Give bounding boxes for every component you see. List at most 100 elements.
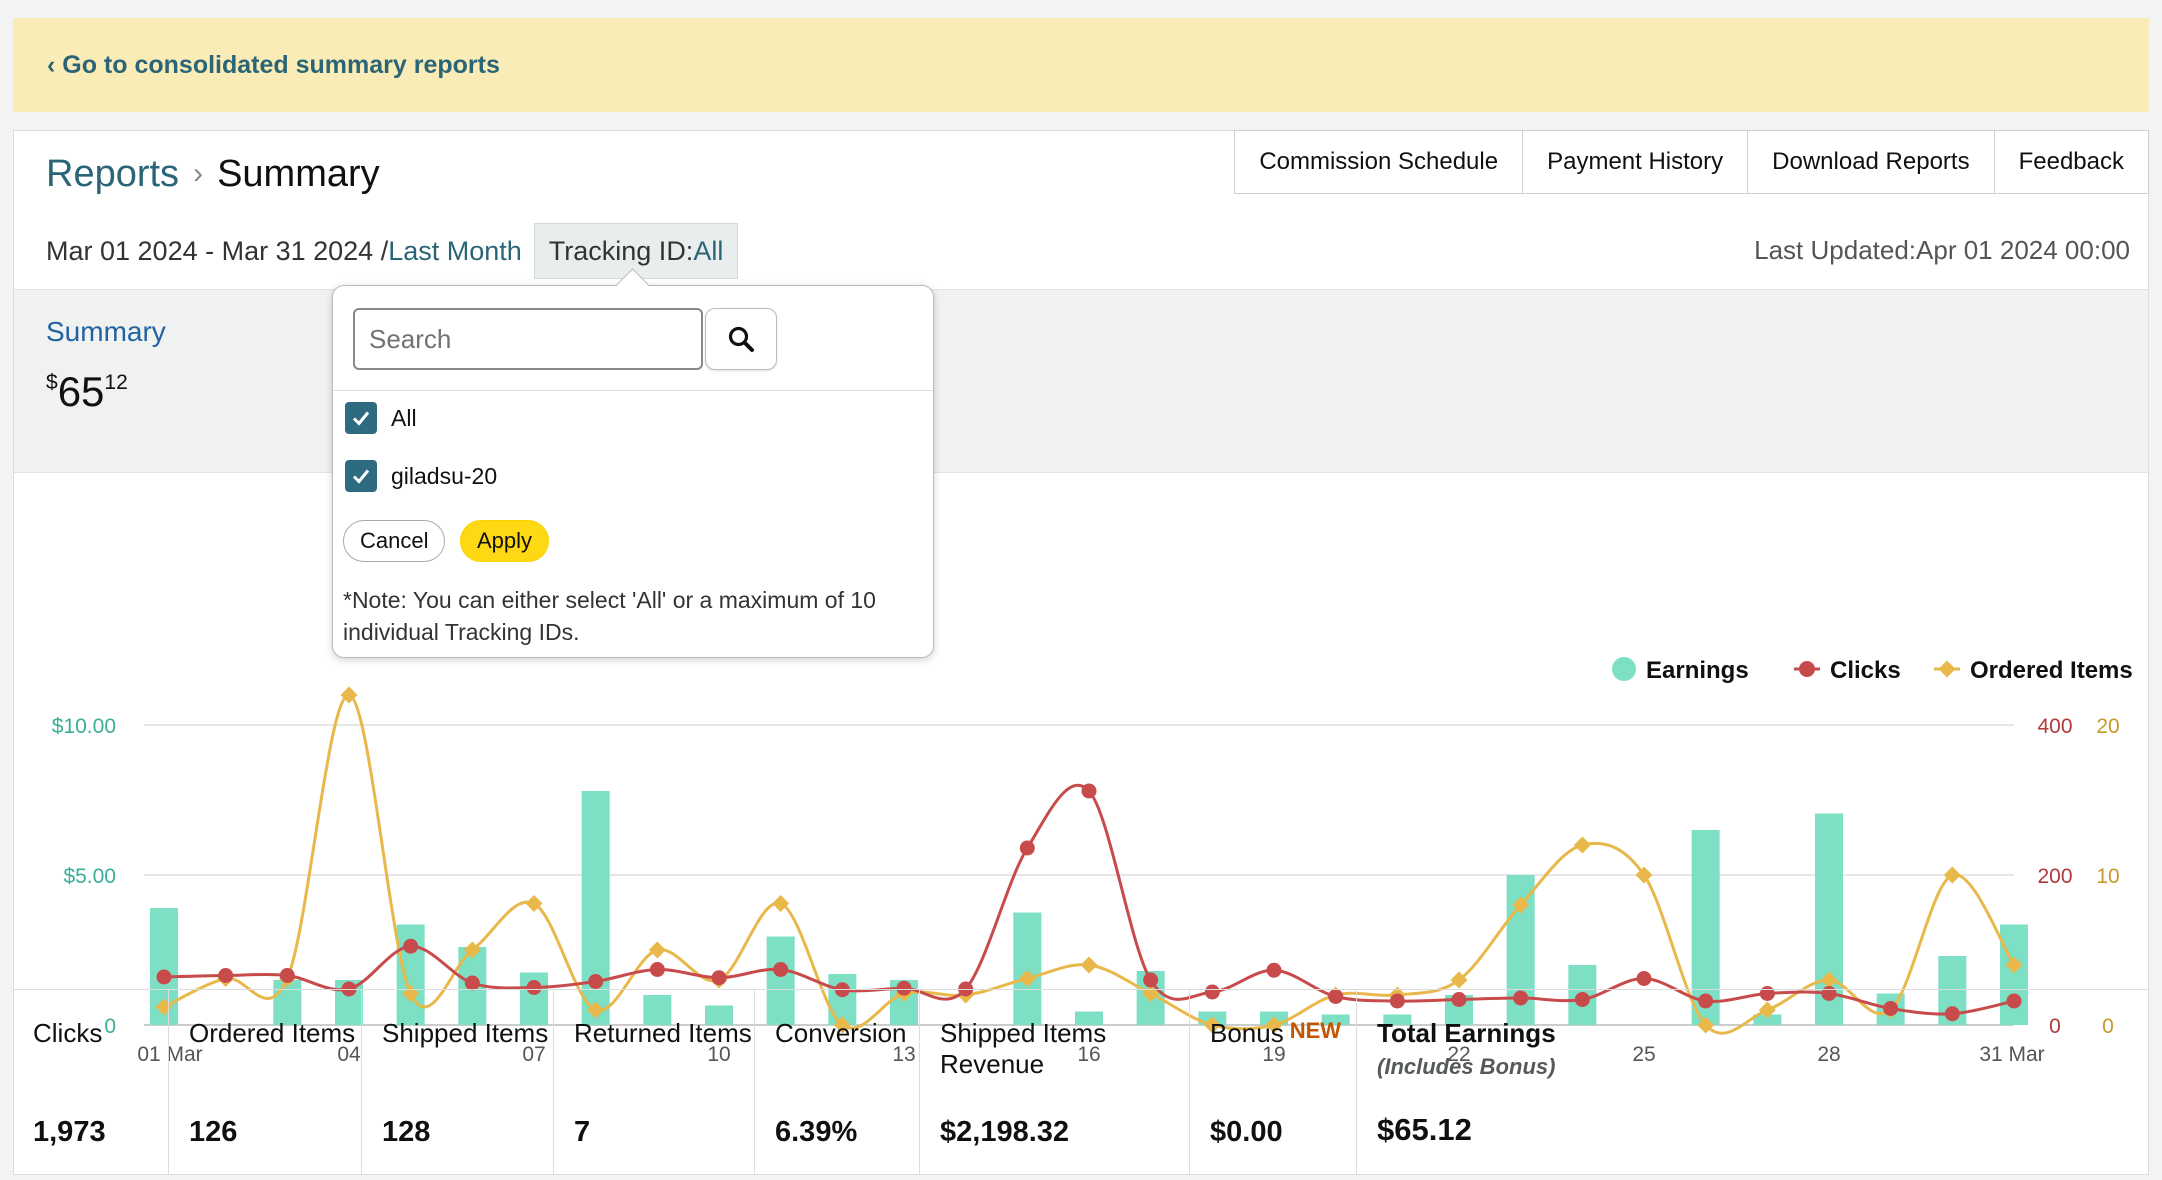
metric-value: 1,973	[33, 1116, 106, 1148]
x-tick-label: 10	[707, 1043, 730, 1066]
ordered-items-point	[772, 895, 790, 912]
earnings-bar	[1075, 1011, 1103, 1025]
ordered-items-line	[163, 693, 2016, 1035]
summary-amount: $6512	[46, 368, 128, 416]
earnings-bar	[1013, 912, 1042, 1025]
metric-conversion: Conversion 6.39%	[755, 990, 920, 1175]
apply-button[interactable]: Apply	[460, 520, 550, 562]
cancel-button[interactable]: Cancel	[343, 520, 446, 562]
clicks-point	[773, 962, 789, 977]
clicks-point	[1019, 840, 1035, 856]
summary-title: Summary	[46, 316, 166, 347]
clicks-point	[156, 969, 172, 985]
legend-earnings-marker	[1612, 657, 1636, 681]
legend-earnings-label: Earnings	[1646, 657, 1749, 684]
tracking-search-input[interactable]	[353, 308, 703, 370]
metric-label: Shipped Items	[382, 1018, 549, 1048]
clicks-point	[588, 974, 604, 989]
earnings-chart: 0 0 0 $5.00 200 10 $10.00 400 20 01 Mar 04 07 10 13 16…	[52, 657, 2133, 1066]
tab-commission-schedule[interactable]: Commission Schedule	[1234, 130, 1524, 194]
clicks-point	[1143, 972, 1159, 988]
checkbox-checked-icon[interactable]	[345, 460, 377, 492]
clicks-point	[1574, 992, 1590, 1007]
tracking-id-dropdown: All giladsu-20 Cancel Apply *Note: You c…	[332, 285, 934, 658]
metric-value: 128	[382, 1116, 431, 1148]
page-title: Summary	[217, 153, 380, 195]
clicks-point	[279, 968, 295, 983]
breadcrumb-reports-link[interactable]: Reports	[46, 153, 180, 195]
ordered-items-point	[1943, 866, 1961, 884]
ordered-items-point	[463, 941, 481, 959]
metric-total-earnings: Total Earnings (Includes Bonus) $65.12	[1357, 990, 2149, 1175]
metric-returned-items: Returned Items 7	[554, 990, 755, 1175]
tracking-option-giladsu-20[interactable]: giladsu-20	[345, 460, 497, 492]
dropdown-divider	[333, 390, 933, 391]
y-right-items-tick-label: 0	[2102, 1015, 2114, 1038]
x-tick-label: 22	[1447, 1043, 1470, 1066]
metrics-row: Clicks 1,973 Ordered Items 126 Shipped I…	[13, 989, 2149, 1175]
clicks-point	[526, 980, 542, 995]
consolidated-summary-link[interactable]: ‹ Go to consolidated summary reports	[47, 51, 500, 79]
ordered-items-point	[587, 1001, 605, 1019]
metric-value: $2,198.32	[940, 1116, 1070, 1148]
search-icon	[728, 326, 754, 352]
new-badge: NEW	[1289, 1018, 1342, 1043]
ordered-items-point	[1573, 836, 1591, 854]
earnings-bar	[1383, 1014, 1412, 1025]
x-tick-label: 13	[892, 1043, 915, 1066]
metric-label: Clicks	[33, 1018, 103, 1048]
legend-clicks-label: Clicks	[1830, 657, 1901, 684]
ordered-items-point	[2005, 956, 2023, 974]
date-period-link[interactable]: Last Month	[388, 235, 522, 266]
date-range-text: Mar 01 2024 - Mar 31 2024 /	[46, 235, 389, 266]
tracking-id-button[interactable]: Tracking ID: All	[533, 223, 739, 279]
tracking-search-button[interactable]	[705, 308, 777, 370]
date-range-row: Mar 01 2024 - Mar 31 2024 / Last Month T…	[46, 223, 739, 279]
earnings-bar	[705, 1005, 733, 1025]
tab-payment-history[interactable]: Payment History	[1522, 130, 1749, 194]
ordered-items-point	[1080, 956, 1098, 974]
clicks-point	[2006, 993, 2022, 1009]
metric-label: Returned Items	[574, 1018, 752, 1048]
metric-label: Ordered Items	[189, 1018, 356, 1048]
y-left-tick-label: $5.00	[63, 865, 116, 888]
earnings-bar	[1691, 830, 1720, 1025]
clicks-point	[1328, 989, 1344, 1004]
bonus-label: Bonus	[1210, 1018, 1284, 1048]
ordered-items-point	[1820, 971, 1838, 989]
x-tick-label: 19	[1262, 1043, 1285, 1066]
tracking-id-value: All	[693, 235, 724, 266]
y-right-clicks-tick-label: 200	[2037, 865, 2072, 888]
clicks-point	[1266, 962, 1282, 978]
ordered-items-point	[340, 686, 358, 704]
summary-currency: $	[46, 371, 58, 394]
x-tick-label: 31 Mar	[1979, 1043, 2044, 1066]
ordered-items-point	[1512, 896, 1530, 914]
earnings-bar	[766, 936, 795, 1025]
clicks-point	[649, 962, 665, 977]
tracking-id-label: Tracking ID:	[548, 235, 694, 266]
clicks-point	[403, 938, 419, 954]
earnings-bar	[273, 980, 302, 1025]
tracking-option-all[interactable]: All	[345, 402, 417, 434]
x-tick-label: 25	[1632, 1043, 1655, 1066]
tab-download-reports[interactable]: Download Reports	[1747, 130, 1995, 194]
clicks-point	[1698, 993, 1714, 1009]
breadcrumb: Reports › Summary	[46, 153, 380, 196]
y-right-clicks-tick-label: 0	[2049, 1015, 2061, 1038]
metric-value: 126	[189, 1116, 238, 1148]
tracking-note: *Note: You can either select 'All' or a …	[343, 587, 876, 645]
x-tick-label: 04	[337, 1043, 361, 1066]
earnings-bar	[1321, 1014, 1350, 1025]
metric-label: Bonus NEW	[1210, 1018, 1341, 1049]
checkbox-checked-icon[interactable]	[345, 402, 377, 434]
metric-ordered-items: Ordered Items 126	[169, 990, 362, 1175]
y-right-items-tick-label: 20	[2096, 715, 2119, 738]
clicks-line	[163, 783, 2015, 1016]
metric-bonus: Bonus NEW $0.00	[1190, 990, 1357, 1175]
tab-feedback[interactable]: Feedback	[1993, 130, 2149, 194]
clicks-point	[1204, 984, 1220, 1000]
y-right-clicks-tick-label: 400	[2037, 715, 2072, 738]
metric-label: Shipped Items Revenue	[940, 1018, 1107, 1079]
ordered-items-point	[1018, 970, 1036, 987]
